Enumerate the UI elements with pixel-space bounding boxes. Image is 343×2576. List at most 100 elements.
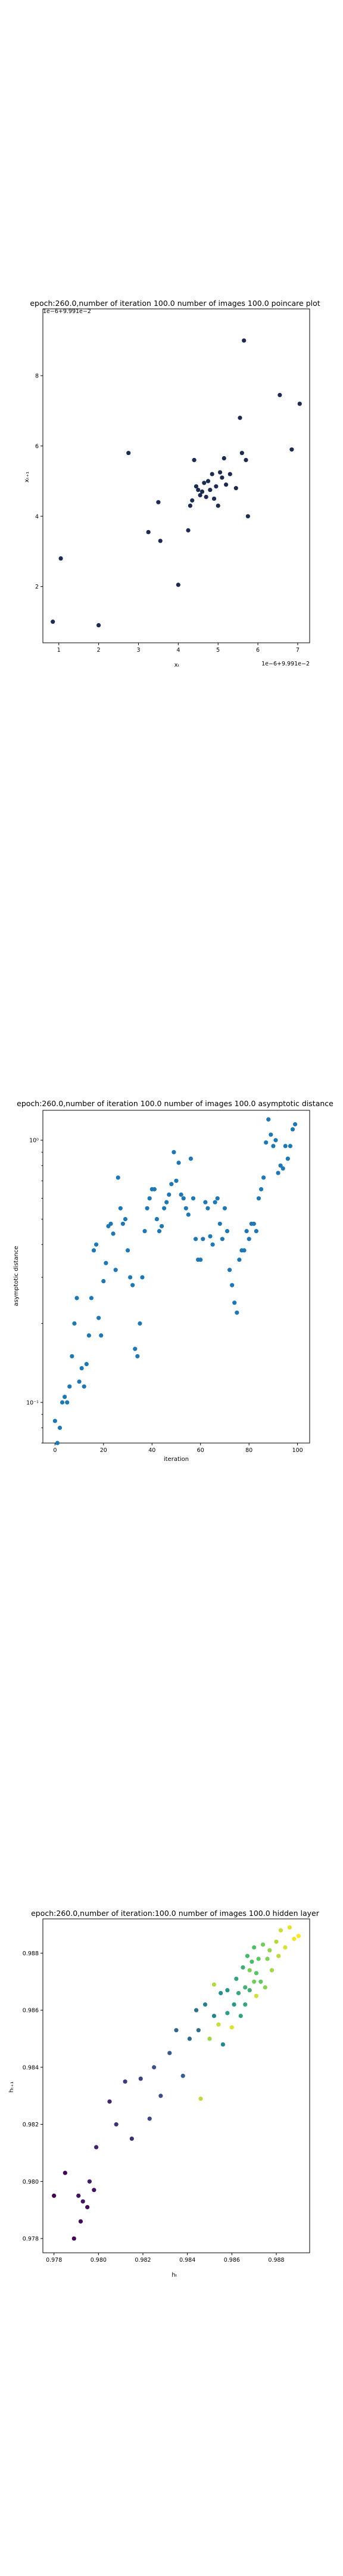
- x-tick-label: 20: [100, 1447, 107, 1454]
- data-point: [245, 1953, 250, 1958]
- data-point: [278, 1928, 283, 1933]
- data-point: [125, 1248, 130, 1253]
- data-point: [292, 1122, 298, 1127]
- data-point: [118, 1206, 123, 1210]
- x-axis-label: xₜ: [174, 662, 180, 668]
- x-axis-label: iteration: [164, 1456, 189, 1463]
- data-point: [154, 1216, 160, 1222]
- plot-frame: [42, 1918, 310, 2253]
- data-point: [142, 1229, 147, 1234]
- data-point: [179, 1192, 183, 1197]
- data-point: [236, 1990, 241, 1996]
- x-tick-label: 0: [53, 1447, 57, 1454]
- data-point: [254, 1229, 258, 1234]
- y-tick-label: 4: [35, 513, 39, 520]
- data-point: [211, 1982, 217, 1987]
- data-point: [172, 1150, 176, 1154]
- data-point: [205, 479, 211, 484]
- data-point: [191, 1196, 196, 1201]
- data-point: [274, 1939, 279, 1944]
- data-point: [202, 2002, 208, 2007]
- data-point: [60, 1400, 65, 1405]
- data-point: [135, 1354, 140, 1359]
- data-point: [84, 1362, 89, 1367]
- data-point: [198, 2096, 203, 2101]
- data-point: [133, 1346, 138, 1351]
- data-point: [211, 2014, 217, 2018]
- hidden-layer-plot: epoch:260.0,number of iteration:100.0 nu…: [8, 1909, 320, 2278]
- data-point: [288, 1144, 293, 1148]
- y-tick-label: 0.978: [23, 2236, 39, 2243]
- data-point: [247, 1237, 251, 1241]
- y-tick-label: 10⁰: [29, 1138, 39, 1144]
- data-point: [289, 447, 294, 452]
- data-point: [58, 556, 63, 561]
- data-point: [263, 1985, 267, 1990]
- data-point: [126, 451, 131, 456]
- data-point: [91, 1248, 96, 1253]
- data-point: [158, 538, 163, 543]
- data-point: [273, 1138, 278, 1143]
- data-point: [208, 487, 213, 493]
- data-point: [243, 1985, 248, 1990]
- chart-title: epoch:260.0,number of iteration 100.0 nu…: [30, 299, 320, 308]
- data-point: [245, 514, 250, 519]
- data-point: [82, 1384, 86, 1389]
- data-point: [128, 1275, 133, 1280]
- x-offset-label: 1e−6+9.991e−2: [261, 661, 310, 667]
- data-point: [247, 1988, 252, 1993]
- data-point: [269, 1132, 273, 1137]
- data-point: [285, 1156, 290, 1161]
- data-point: [225, 2011, 230, 2015]
- data-point: [147, 2116, 152, 2121]
- data-point: [283, 1945, 288, 1950]
- data-point: [280, 1166, 285, 1171]
- data-point: [214, 484, 219, 489]
- data-point: [188, 1156, 194, 1161]
- data-point: [114, 2122, 119, 2127]
- x-tick-label: 100: [292, 1447, 303, 1454]
- data-point: [261, 1175, 266, 1180]
- data-point: [227, 1268, 232, 1272]
- data-point: [194, 2008, 199, 2012]
- x-tick-label: 0.984: [179, 2257, 195, 2264]
- y-tick-label: 0.982: [23, 2122, 39, 2128]
- data-point: [213, 1200, 217, 1205]
- data-point: [277, 392, 282, 398]
- data-point: [207, 2036, 212, 2041]
- data-point: [145, 1206, 149, 1210]
- data-point: [256, 1196, 261, 1201]
- data-point: [230, 1283, 235, 1287]
- y-tick-label: 0.986: [23, 2008, 39, 2014]
- data-point: [252, 1979, 257, 1984]
- y-offset-label: 1e−6+9.991e−2: [43, 308, 91, 315]
- x-tick-label: 40: [148, 1447, 155, 1454]
- data-point: [111, 1231, 116, 1236]
- data-point: [202, 481, 207, 485]
- data-point: [57, 1425, 63, 1431]
- data-point: [192, 457, 197, 463]
- data-point: [264, 1140, 269, 1145]
- data-point: [87, 2179, 92, 2184]
- data-point: [269, 1968, 275, 1973]
- data-point: [222, 456, 226, 461]
- data-point: [193, 1237, 198, 1241]
- data-point: [63, 2171, 67, 2175]
- data-point: [258, 1979, 263, 1984]
- data-point: [130, 1283, 135, 1287]
- data-point: [287, 1925, 292, 1930]
- data-point: [198, 1258, 203, 1262]
- data-point: [164, 1200, 169, 1205]
- y-tick-label: 8: [35, 373, 39, 380]
- data-point: [186, 1212, 191, 1217]
- x-tick-label: 80: [245, 1447, 252, 1454]
- data-point: [244, 1229, 249, 1234]
- data-point: [76, 2193, 81, 2198]
- data-point: [219, 1990, 223, 1996]
- x-tick-label: 4: [176, 647, 180, 654]
- data-point: [167, 2051, 172, 2055]
- data-point: [237, 1258, 242, 1262]
- x-tick-label: 3: [136, 647, 140, 654]
- data-point: [223, 482, 229, 487]
- data-point: [227, 472, 232, 476]
